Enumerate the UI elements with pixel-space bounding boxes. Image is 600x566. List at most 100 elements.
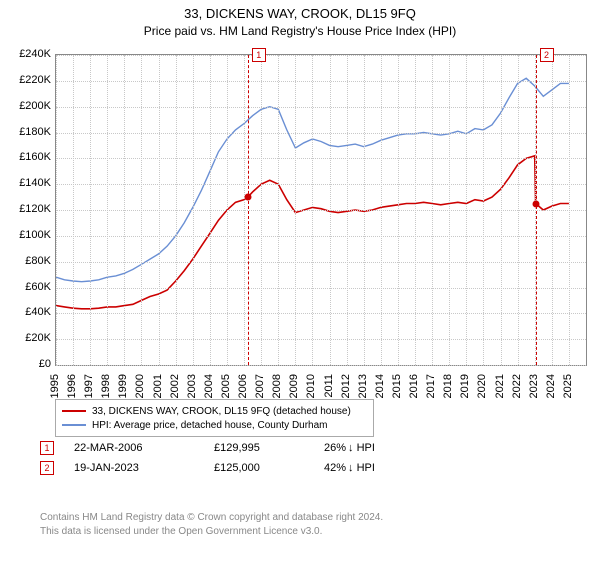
sales-table: 1 22-MAR-2006 £129,995 26%↓ HPI 2 19-JAN-2023…	[40, 438, 454, 478]
arrow-down-icon: ↓	[348, 462, 354, 474]
chart-subtitle: Price paid vs. HM Land Registry's House …	[0, 24, 600, 38]
sales-row-price: £125,000	[214, 462, 294, 474]
x-tick-label: 2022	[511, 374, 523, 398]
gridline-vertical	[261, 55, 262, 365]
legend-item: HPI: Average price, detached house, Coun…	[62, 418, 367, 432]
gridline-vertical	[330, 55, 331, 365]
x-tick-label: 2011	[323, 374, 335, 398]
y-tick-label: £220K	[3, 74, 51, 86]
x-tick-label: 1996	[66, 374, 78, 398]
x-tick-label: 2014	[374, 374, 386, 398]
x-tick-label: 2000	[134, 374, 146, 398]
gridline-horizontal	[56, 339, 586, 340]
gridline-vertical	[398, 55, 399, 365]
gridline-vertical	[227, 55, 228, 365]
x-tick-label: 1995	[49, 374, 61, 398]
y-tick-label: £80K	[3, 255, 51, 267]
y-tick-label: £20K	[3, 332, 51, 344]
x-tick-label: 2016	[408, 374, 420, 398]
gridline-horizontal	[56, 262, 586, 263]
legend-item: 33, DICKENS WAY, CROOK, DL15 9FQ (detach…	[62, 404, 367, 418]
sales-row-marker: 2	[40, 461, 54, 475]
x-tick-label: 2010	[305, 374, 317, 398]
legend-swatch	[62, 424, 86, 426]
gridline-vertical	[312, 55, 313, 365]
y-tick-label: £160K	[3, 151, 51, 163]
sales-row-marker: 1	[40, 441, 54, 455]
gridline-vertical	[107, 55, 108, 365]
gridline-vertical	[381, 55, 382, 365]
gridline-horizontal	[56, 365, 586, 366]
x-tick-label: 2004	[203, 374, 215, 398]
x-tick-label: 2003	[186, 374, 198, 398]
x-tick-label: 2017	[425, 374, 437, 398]
x-tick-label: 2024	[545, 374, 557, 398]
x-tick-label: 2018	[442, 374, 454, 398]
gridline-vertical	[483, 55, 484, 365]
x-tick-label: 2020	[476, 374, 488, 398]
gridline-vertical	[244, 55, 245, 365]
gridline-vertical	[73, 55, 74, 365]
gridline-vertical	[552, 55, 553, 365]
gridline-horizontal	[56, 55, 586, 56]
y-tick-label: £0	[3, 358, 51, 370]
sale-marker-line	[536, 55, 537, 365]
gridline-vertical	[278, 55, 279, 365]
chart-legend: 33, DICKENS WAY, CROOK, DL15 9FQ (detach…	[55, 399, 374, 437]
legend-swatch	[62, 410, 86, 412]
y-tick-label: £120K	[3, 203, 51, 215]
y-tick-label: £40K	[3, 306, 51, 318]
gridline-horizontal	[56, 158, 586, 159]
y-tick-label: £140K	[3, 177, 51, 189]
gridline-vertical	[501, 55, 502, 365]
arrow-down-icon: ↓	[348, 442, 354, 454]
gridline-horizontal	[56, 107, 586, 108]
gridline-vertical	[466, 55, 467, 365]
chart-title: 33, DICKENS WAY, CROOK, DL15 9FQ	[0, 6, 600, 21]
sales-row-pct: 42%↓ HPI	[324, 462, 424, 474]
sale-marker-label: 1	[252, 48, 266, 62]
x-tick-label: 1999	[117, 374, 129, 398]
sale-marker-point	[244, 194, 251, 201]
sale-marker-line	[248, 55, 249, 365]
sales-row-date: 22-MAR-2006	[74, 442, 184, 454]
x-tick-label: 2001	[152, 374, 164, 398]
gridline-vertical	[347, 55, 348, 365]
gridline-horizontal	[56, 133, 586, 134]
gridline-vertical	[449, 55, 450, 365]
x-tick-label: 1997	[83, 374, 95, 398]
sales-row-date: 19-JAN-2023	[74, 462, 184, 474]
gridline-horizontal	[56, 81, 586, 82]
x-tick-label: 2005	[220, 374, 232, 398]
gridline-vertical	[159, 55, 160, 365]
gridline-horizontal	[56, 313, 586, 314]
x-tick-label: 2002	[169, 374, 181, 398]
sales-row: 1 22-MAR-2006 £129,995 26%↓ HPI	[40, 438, 454, 458]
gridline-vertical	[569, 55, 570, 365]
sale-marker-label: 2	[540, 48, 554, 62]
gridline-vertical	[415, 55, 416, 365]
chart-plot-area: 12	[55, 54, 587, 366]
gridline-vertical	[176, 55, 177, 365]
gridline-horizontal	[56, 288, 586, 289]
gridline-vertical	[141, 55, 142, 365]
gridline-vertical	[432, 55, 433, 365]
gridline-vertical	[193, 55, 194, 365]
sale-marker-point	[532, 200, 539, 207]
sales-row-pct: 26%↓ HPI	[324, 442, 424, 454]
gridline-vertical	[295, 55, 296, 365]
legend-label: 33, DICKENS WAY, CROOK, DL15 9FQ (detach…	[92, 406, 351, 417]
footer-line-2: This data is licensed under the Open Gov…	[40, 525, 383, 539]
gridline-vertical	[210, 55, 211, 365]
gridline-vertical	[518, 55, 519, 365]
y-tick-label: £240K	[3, 48, 51, 60]
x-tick-label: 2012	[340, 374, 352, 398]
legend-label: HPI: Average price, detached house, Coun…	[92, 420, 328, 431]
x-tick-label: 2008	[271, 374, 283, 398]
gridline-vertical	[124, 55, 125, 365]
x-tick-label: 2015	[391, 374, 403, 398]
gridline-vertical	[364, 55, 365, 365]
chart-footer: Contains HM Land Registry data © Crown c…	[40, 511, 383, 538]
gridline-vertical	[56, 55, 57, 365]
sales-row-price: £129,995	[214, 442, 294, 454]
